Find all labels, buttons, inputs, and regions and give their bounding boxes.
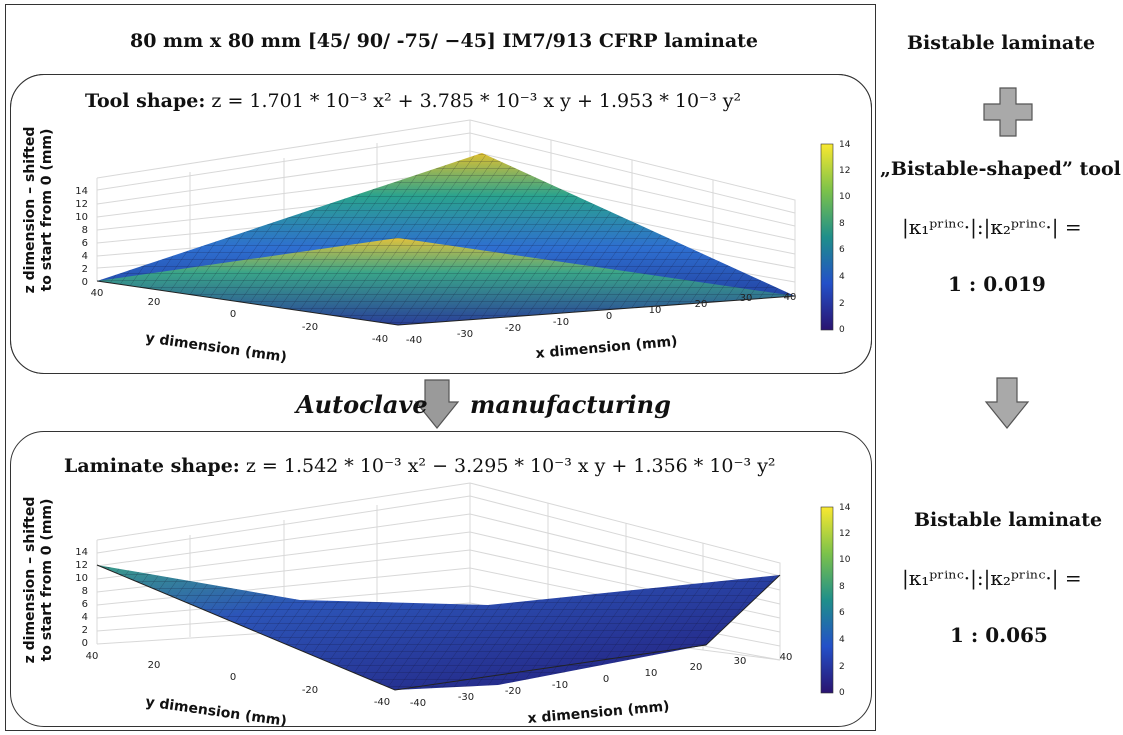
tool-cb-tick-12: 12 [839,166,850,176]
tool-colorbar [820,143,834,331]
laminate-cb-tick-4: 4 [839,635,845,645]
tool-y-tick-m40: -40 [372,334,388,345]
laminate-cb-tick-2: 2 [839,662,845,672]
tool-surface-plot: 0 2 4 6 8 10 12 14 40 20 0 -20 -40 -40 -… [22,119,851,366]
laminate-x-tick-m20: -20 [505,686,521,697]
laminate-z-tick-8: 8 [82,586,88,597]
tool-z-tick-4: 4 [82,251,88,262]
process-label-left: Autoclave [296,390,428,419]
tool-z-tick-0: 0 [82,277,88,288]
figure-frame [5,4,876,731]
tool-cb-tick-6: 6 [839,245,845,255]
laminate-y-tick-0: 0 [230,672,236,683]
tool-y-tick-20: 20 [148,297,161,308]
laminate-z-ticks: 0 2 4 6 8 10 12 14 [75,547,88,649]
tool-front-edges [96,280,796,326]
tool-z-ticks: 0 2 4 6 8 10 12 14 [75,186,88,288]
tool-z-tick-10: 10 [75,212,88,223]
laminate-y-tick-m40: -40 [374,697,390,708]
tool-x-tick-m30: -30 [457,329,473,340]
sidebar-ratio-laminate: 1 : 0.065 [950,623,1048,647]
laminate-z-tick-0: 0 [82,638,88,649]
tool-y-tick-40: 40 [91,288,104,299]
laminate-cb-tick-6: 6 [839,608,845,618]
tool-x-tick-20: 20 [695,299,708,310]
laminate-x-ticks: -40 -30 -20 -10 0 10 20 30 40 [410,652,793,709]
laminate-y-tick-m20: -20 [302,685,318,696]
tool-colorbar-ticks: 0 2 4 6 8 10 12 14 [839,140,851,335]
tool-cb-tick-4: 4 [839,272,845,282]
tool-x-tick-0: 0 [606,311,612,322]
tool-x-tick-40: 40 [784,292,797,303]
tool-cb-tick-14: 14 [839,140,851,150]
laminate-y-ticks: 40 20 0 -20 -40 [86,651,391,708]
laminate-x-tick-0: 0 [603,674,609,685]
tool-equation-formula: z = 1.701 * 10⁻³ x² + 3.785 * 10⁻³ x y +… [211,90,742,112]
tool-x-tick-10: 10 [649,305,662,316]
sidebar-top-label: Bistable laminate [907,32,1096,54]
tool-x-tick-30: 30 [740,293,753,304]
laminate-equation-label: Laminate shape: [64,455,240,477]
laminate-y-tick-20: 20 [148,660,161,671]
tool-shape-panel-border [10,74,872,374]
tool-cb-tick-0: 0 [839,325,845,335]
laminate-x-tick-40: 40 [780,652,793,663]
tool-z-axis-label: z dimension – shiftedto start from 0 (mm… [22,127,55,294]
laminate-equation-formula: z = 1.542 * 10⁻³ x² − 3.295 * 10⁻³ x y +… [245,455,776,477]
sidebar-tool-label: „Bistable-shaped” tool [880,158,1121,180]
plus-icon [983,87,1033,137]
laminate-colorbar [820,506,834,694]
tool-x-tick-m10: -10 [553,317,569,328]
down-arrow-icon [984,377,1030,429]
laminate-front-edges [96,564,781,691]
tool-x-tick-m20: -20 [505,323,521,334]
laminate-z-tick-12: 12 [75,560,88,571]
laminate-z-tick-10: 10 [75,573,88,584]
laminate-z-axis-label: z dimension – shiftedto start from 0 (mm… [22,497,55,664]
sidebar-kappa-ratio-laminate: |κ₁ᵖʳⁱⁿᶜ·|:|κ₂ᵖʳⁱⁿᶜ·| = [902,566,1082,590]
tool-z-tick-8: 8 [82,225,88,236]
tool-cb-tick-2: 2 [839,299,845,309]
tool-equation-label: Tool shape: [85,90,206,112]
laminate-x-tick-m30: -30 [458,692,474,703]
laminate-z-tick-4: 4 [82,612,88,623]
tool-equation: Tool shape: z = 1.701 * 10⁻³ x² + 3.785 … [85,90,741,112]
laminate-x-tick-20: 20 [690,662,703,673]
tool-z-tick-2: 2 [82,264,88,275]
sidebar-bottom-label: Bistable laminate [914,509,1103,531]
laminate-x-tick-10: 10 [645,668,658,679]
laminate-x-tick-m40: -40 [410,698,426,709]
main-title: 80 mm x 80 mm [45/ 90/ -75/ −45] IM7/913… [130,30,759,52]
laminate-y-tick-40: 40 [86,651,99,662]
laminate-z-tick-2: 2 [82,625,88,636]
laminate-z-tick-6: 6 [82,599,88,610]
tool-y-tick-m20: -20 [302,322,318,333]
tool-x-ticks: -40 -30 -20 -10 0 10 20 30 40 [406,292,797,346]
tool-z-tick-6: 6 [82,238,88,249]
laminate-cb-tick-10: 10 [839,555,851,565]
tool-y-ticks: 40 20 0 -20 -40 [91,288,389,345]
laminate-x-tick-30: 30 [734,656,747,667]
tool-z-tick-12: 12 [75,199,88,210]
laminate-cb-tick-8: 8 [839,582,845,592]
process-arrow-icon [414,379,460,429]
laminate-equation: Laminate shape: z = 1.542 * 10⁻³ x² − 3.… [64,455,776,477]
tool-x-tick-m40: -40 [406,335,422,346]
sidebar-ratio-tool: 1 : 0.019 [948,272,1046,296]
laminate-surface-plot: 0 2 4 6 8 10 12 14 40 20 0 -20 -40 -40 -… [22,482,851,730]
process-label-right: manufacturing [470,390,671,419]
laminate-shape-panel [10,431,872,727]
laminate-z-tick-14: 14 [75,547,88,558]
tool-z-tick-14: 14 [75,186,88,197]
tool-cb-tick-10: 10 [839,192,851,202]
tool-y-tick-0: 0 [230,309,236,320]
laminate-cb-tick-14: 14 [839,503,851,513]
laminate-x-tick-m10: -10 [552,680,568,691]
laminate-cb-tick-12: 12 [839,529,850,539]
tool-cb-tick-8: 8 [839,219,845,229]
tool-surface-front-mesh [97,238,795,325]
sidebar-kappa-ratio-tool: |κ₁ᵖʳⁱⁿᶜ·|:|κ₂ᵖʳⁱⁿᶜ·| = [902,215,1082,239]
